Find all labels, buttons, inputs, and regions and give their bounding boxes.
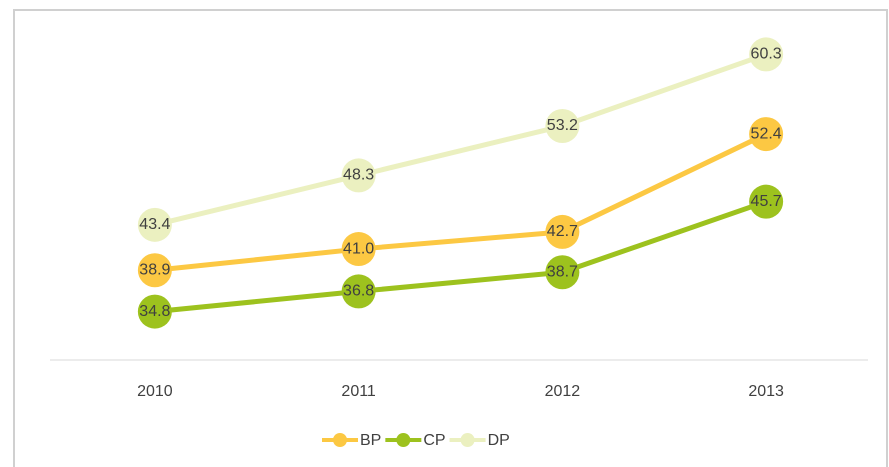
series-line — [154, 199, 767, 315]
legend-label: BP — [360, 432, 381, 449]
data-label: 53.2 — [547, 117, 578, 134]
data-label: 42.7 — [547, 223, 578, 240]
x-tick-label: 2010 — [137, 383, 173, 400]
legend-label: DP — [488, 432, 510, 449]
data-label: 45.7 — [751, 193, 782, 210]
point-marker — [137, 207, 172, 242]
data-label: 34.8 — [139, 303, 170, 320]
point-marker — [749, 117, 784, 152]
point-marker — [341, 274, 376, 309]
data-label: 52.4 — [751, 125, 782, 142]
point-marker — [749, 184, 784, 219]
legend-marker — [333, 433, 347, 447]
series-line — [154, 131, 768, 273]
point-marker — [749, 37, 784, 72]
point-marker — [545, 109, 580, 144]
point-marker — [341, 232, 376, 267]
legend-label: CP — [423, 432, 445, 449]
point-marker — [545, 255, 580, 290]
data-label: 38.9 — [139, 261, 170, 278]
series-line — [154, 52, 767, 228]
point-marker — [341, 158, 376, 193]
data-label: 41.0 — [343, 240, 374, 257]
legend-marker — [460, 433, 475, 447]
x-tick-label: 2012 — [545, 383, 581, 400]
data-label: 38.7 — [547, 263, 578, 280]
point-marker — [137, 294, 172, 329]
data-label: 43.4 — [139, 216, 170, 233]
legend-marker — [396, 433, 411, 447]
point-marker — [137, 253, 172, 288]
data-label: 36.8 — [343, 283, 374, 300]
x-tick-label: 2011 — [341, 383, 376, 400]
x-tick-label: 2013 — [748, 383, 784, 400]
data-label: 60.3 — [751, 46, 782, 63]
data-label: 48.3 — [343, 167, 374, 184]
point-marker — [545, 214, 580, 249]
